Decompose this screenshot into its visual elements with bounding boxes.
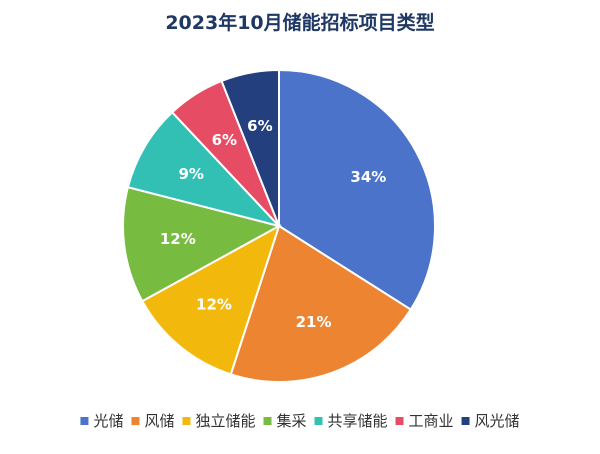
pie-slice-7 xyxy=(220,68,280,227)
legend-label: 集采 xyxy=(276,412,306,430)
legend-item-4: 集采 xyxy=(263,412,307,430)
legend-label: 共享储能 xyxy=(328,412,388,430)
legend-swatch xyxy=(263,417,272,425)
legend-item-7: 风光储 xyxy=(461,412,520,430)
legend-item-3: 独立储能 xyxy=(182,412,255,430)
legend-label: 风光储 xyxy=(475,412,520,430)
pie-slice-3 xyxy=(140,223,281,376)
legend-item-2: 风储 xyxy=(131,412,174,430)
legend-label: 工商业 xyxy=(409,412,454,430)
legend-swatch xyxy=(314,417,323,425)
legend-swatch xyxy=(80,417,89,425)
slice-label-6: 6% xyxy=(212,131,237,149)
legend-swatch xyxy=(395,417,404,425)
legend-label: 独立储能 xyxy=(195,412,255,430)
slice-label-5: 9% xyxy=(178,165,203,183)
legend-item-1: 光储 xyxy=(80,412,123,430)
pie-labels: 34% 21% 12% 12% 9% 6% 6% xyxy=(160,117,386,331)
legend-swatch xyxy=(131,417,140,425)
chart-title: 2023年10月储能招标项目类型 xyxy=(165,11,434,34)
legend-item-6: 工商业 xyxy=(395,412,454,430)
pie-slice-2 xyxy=(229,224,413,383)
legend: 光储 风储 独立储能 集采 共享储能 工商业 风光储 xyxy=(80,412,520,430)
legend-label: 光储 xyxy=(93,412,123,430)
slice-label-4: 12% xyxy=(160,230,196,248)
pie-slices xyxy=(122,68,436,383)
pie-slice-4 xyxy=(122,185,282,303)
legend-swatch xyxy=(461,417,470,425)
legend-swatch xyxy=(182,417,191,425)
legend-label: 风储 xyxy=(144,412,174,430)
slice-label-3: 12% xyxy=(196,296,232,314)
slice-label-2: 21% xyxy=(296,313,332,331)
slice-label-7: 6% xyxy=(247,117,272,135)
slice-label-1: 34% xyxy=(350,168,386,186)
pie-slice-5 xyxy=(126,110,283,228)
legend-item-5: 共享储能 xyxy=(314,412,388,430)
